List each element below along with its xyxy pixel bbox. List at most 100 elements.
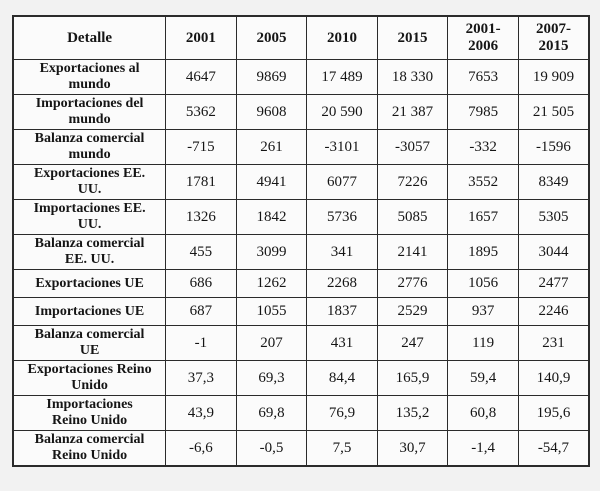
- value-cell: 165,9: [376, 360, 449, 396]
- value-cell: -6,6: [165, 430, 237, 467]
- value-cell: 76,9: [306, 395, 378, 431]
- value-cell: 1055: [235, 297, 308, 326]
- value-cell: 431: [306, 325, 378, 361]
- value-cell: 21 505: [517, 94, 590, 130]
- value-cell: 247: [376, 325, 449, 361]
- value-cell: 119: [447, 325, 519, 361]
- table-row: Importaciones UE 687 1055 1837 2529 937 2246: [12, 297, 590, 326]
- value-cell: 455: [165, 234, 237, 270]
- value-cell: 59,4: [447, 360, 519, 396]
- value-cell: -1,4: [447, 430, 519, 467]
- value-cell: -715: [165, 129, 237, 165]
- row-label: Importaciones del mundo: [12, 94, 167, 130]
- value-cell: -54,7: [517, 430, 590, 467]
- value-cell: 18 330: [376, 59, 449, 95]
- value-cell: 20 590: [306, 94, 378, 130]
- row-label: Exportaciones UE: [12, 269, 167, 298]
- value-cell: -332: [447, 129, 519, 165]
- value-cell: 2246: [517, 297, 590, 326]
- row-label: Exportaciones EE. UU.: [12, 164, 167, 200]
- value-cell: 1657: [447, 199, 519, 235]
- value-cell: 1895: [447, 234, 519, 270]
- value-cell: 7,5: [306, 430, 378, 467]
- value-cell: 1326: [165, 199, 237, 235]
- value-cell: -3101: [306, 129, 378, 165]
- value-cell: 2477: [517, 269, 590, 298]
- value-cell: 1842: [235, 199, 308, 235]
- table-row: Balanza comercial Reino Unido -6,6 -0,5 7,5…: [12, 430, 590, 467]
- trade-statistics-table: Detalle 2001 2005 2010 2015 2001- 2006 2007- 2…: [12, 15, 590, 467]
- value-cell: 17 489: [306, 59, 378, 95]
- column-header: 2005: [235, 15, 308, 60]
- row-label: Exportaciones Reino Unido: [12, 360, 167, 396]
- table-row: Importaciones del mundo 5362 9608 20 590 21 …: [12, 94, 590, 130]
- value-cell: 69,8: [235, 395, 308, 431]
- value-cell: 30,7: [376, 430, 449, 467]
- row-label: Exportaciones al mundo: [12, 59, 167, 95]
- table-row: Balanza comercial mundo -715 261 -3101 -3057…: [12, 129, 590, 165]
- column-header: Detalle: [12, 15, 167, 60]
- table-row: Balanza comercial EE. UU. 455 3099 341 2141 1…: [12, 234, 590, 270]
- value-cell: 9608: [235, 94, 308, 130]
- value-cell: 19 909: [517, 59, 590, 95]
- value-cell: 195,6: [517, 395, 590, 431]
- column-header: 2007- 2015: [517, 15, 590, 60]
- value-cell: 8349: [517, 164, 590, 200]
- value-cell: 2776: [376, 269, 449, 298]
- value-cell: -0,5: [235, 430, 308, 467]
- value-cell: 1056: [447, 269, 519, 298]
- table-row: Exportaciones al mundo 4647 9869 17 489 18 3…: [12, 59, 590, 95]
- column-header: 2001- 2006: [447, 15, 519, 60]
- header-row: Detalle 2001 2005 2010 2015 2001- 2006 2007- 2…: [12, 15, 590, 60]
- value-cell: 84,4: [306, 360, 378, 396]
- value-cell: -3057: [376, 129, 449, 165]
- value-cell: 2529: [376, 297, 449, 326]
- value-cell: 1262: [235, 269, 308, 298]
- row-label: Balanza comercial mundo: [12, 129, 167, 165]
- table-row: Exportaciones EE. UU. 1781 4941 6077 7226 355…: [12, 164, 590, 200]
- value-cell: 135,2: [376, 395, 449, 431]
- row-label: Importaciones EE. UU.: [12, 199, 167, 235]
- value-cell: 5362: [165, 94, 237, 130]
- column-header: 2010: [306, 15, 378, 60]
- value-cell: 1837: [306, 297, 378, 326]
- column-header: 2001: [165, 15, 237, 60]
- value-cell: 937: [447, 297, 519, 326]
- value-cell: 1781: [165, 164, 237, 200]
- value-cell: 5736: [306, 199, 378, 235]
- row-label: Balanza comercial UE: [12, 325, 167, 361]
- value-cell: 60,8: [447, 395, 519, 431]
- table-row: Exportaciones Reino Unido 37,3 69,3 84,4 165…: [12, 360, 590, 396]
- value-cell: 21 387: [376, 94, 449, 130]
- value-cell: -1596: [517, 129, 590, 165]
- value-cell: 687: [165, 297, 237, 326]
- value-cell: 7985: [447, 94, 519, 130]
- value-cell: 140,9: [517, 360, 590, 396]
- value-cell: 207: [235, 325, 308, 361]
- value-cell: 3044: [517, 234, 590, 270]
- row-label: Balanza comercial Reino Unido: [12, 430, 167, 467]
- row-label: Importaciones UE: [12, 297, 167, 326]
- column-header: 2015: [376, 15, 449, 60]
- value-cell: 261: [235, 129, 308, 165]
- value-cell: 231: [517, 325, 590, 361]
- value-cell: 2141: [376, 234, 449, 270]
- value-cell: 341: [306, 234, 378, 270]
- value-cell: 37,3: [165, 360, 237, 396]
- value-cell: 7226: [376, 164, 449, 200]
- value-cell: 4941: [235, 164, 308, 200]
- value-cell: 6077: [306, 164, 378, 200]
- value-cell: 3099: [235, 234, 308, 270]
- value-cell: 43,9: [165, 395, 237, 431]
- value-cell: 7653: [447, 59, 519, 95]
- row-label: Importaciones Reino Unido: [12, 395, 167, 431]
- table-row: Importaciones Reino Unido 43,9 69,8 76,9 135…: [12, 395, 590, 431]
- row-label: Balanza comercial EE. UU.: [12, 234, 167, 270]
- value-cell: 2268: [306, 269, 378, 298]
- value-cell: 69,3: [235, 360, 308, 396]
- value-cell: 5305: [517, 199, 590, 235]
- value-cell: -1: [165, 325, 237, 361]
- table-row: Exportaciones UE 686 1262 2268 2776 1056 2477: [12, 269, 590, 298]
- value-cell: 5085: [376, 199, 449, 235]
